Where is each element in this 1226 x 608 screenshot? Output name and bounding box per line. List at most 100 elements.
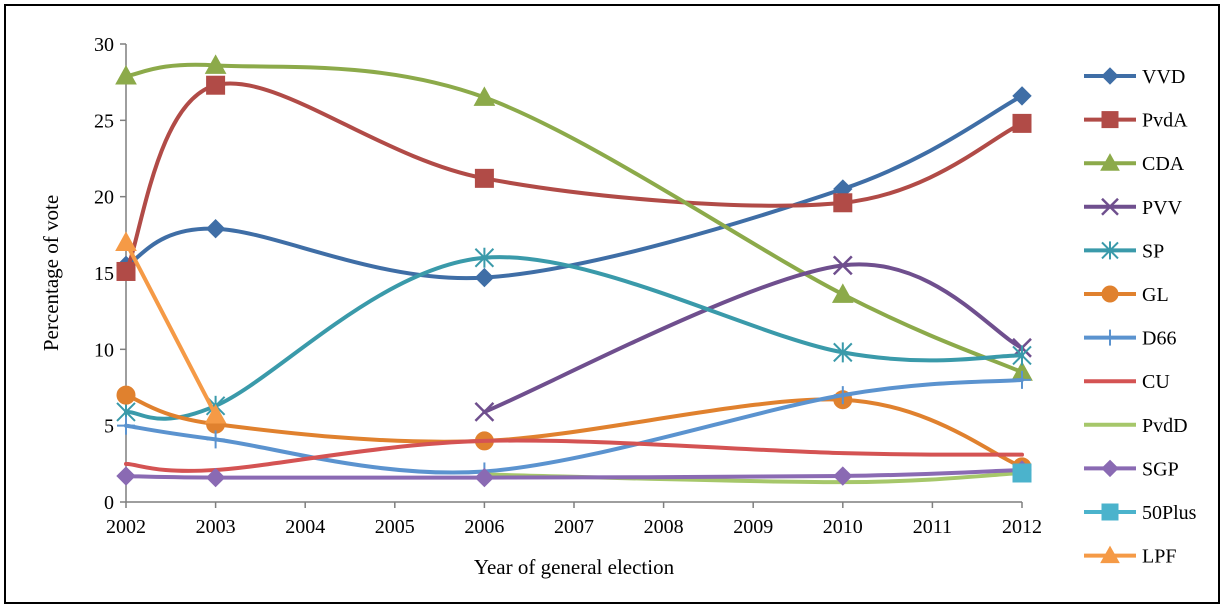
data-point-pvv [474,402,495,422]
legend-label-vvd: VVD [1142,66,1185,88]
legend-marker-sgp [1101,459,1119,478]
legend-marker-gl [1101,285,1119,303]
legend-marker-pvda [1101,111,1119,129]
legend-item-sp: SP [1084,240,1164,262]
legend-marker-d66 [1102,329,1118,346]
data-point-d66 [1013,370,1031,389]
y-tick-label: 5 [104,416,114,438]
data-point-d66 [206,430,225,449]
x-tick-label: 2006 [464,516,504,538]
series-d66 [117,370,1031,481]
legend-label-pvdd: PvdD [1142,415,1188,437]
series-pvda [116,75,1032,281]
data-point-vvd [474,267,495,288]
x-tick-label: 2012 [1002,516,1042,538]
legend-item-cda: CDA [1084,153,1185,175]
legend-marker-sp [1101,241,1119,260]
data-point-cda [831,283,854,303]
series-line-pvv [482,262,1024,414]
y-axis-title: Percentage of vote [39,195,63,351]
x-tick-label: 2005 [375,516,415,538]
data-point-lpf [115,231,137,251]
data-point-pvda [206,75,226,95]
y-tick-label: 0 [104,492,114,514]
legend-label-d66: D66 [1142,328,1176,350]
series-line-cda [124,62,1024,375]
x-tick-label: 2011 [913,516,952,538]
data-point-d66 [117,416,135,435]
data-point-cda [473,86,496,106]
axes: 0 5 10 15 20 25 30 2002 2003 2004 2005 2006 2007 2008… [94,34,1042,538]
legend-marker-pvv [1101,197,1119,216]
legend-label-gl: GL [1142,284,1169,306]
data-point-vvd [205,219,226,239]
data-point-sp [1012,345,1032,366]
legend-item-pvv: PVV [1084,197,1183,219]
data-point-gl [116,385,136,405]
y-tick-label: 30 [94,34,114,56]
y-tick-label: 10 [94,339,114,361]
data-point-pvda [1012,113,1032,133]
data-point-sgp [474,467,495,488]
data-point-50plus [1012,463,1032,483]
series-line-sp [124,255,1024,421]
legend-marker-vvd [1101,67,1119,85]
legend: VVD PvdA CDA PVV SP GL D66 CU PvdD SGP 50Plus LPF [1084,66,1197,568]
data-point-pvda [833,193,853,213]
legend-item-cu: CU [1084,371,1170,393]
legend-label-lpf: LPF [1142,546,1176,568]
y-tick-label: 25 [94,110,114,132]
legend-marker-cda [1100,153,1120,171]
x-tick-label: 2002 [106,516,146,538]
data-point-vvd [1012,86,1032,106]
legend-item-pvda: PvdA [1084,110,1188,132]
x-tick-label: 2009 [733,516,773,538]
y-tick-label: 20 [94,187,114,209]
data-point-cda [115,65,137,85]
series-sp [116,247,1032,422]
plot-area [115,54,1033,488]
x-tick-label: 2004 [285,516,325,538]
legend-item-sgp: SGP [1084,458,1179,480]
legend-item-d66: D66 [1084,328,1176,350]
legend-label-sgp: SGP [1142,458,1179,480]
legend-label-cu: CU [1142,371,1170,393]
legend-item-gl: GL [1084,284,1169,306]
x-tick-label: 2010 [823,516,863,538]
data-point-lpf [204,403,227,424]
data-point-pvda [474,168,494,188]
series-vvd [116,86,1032,288]
series-gl [116,385,1032,477]
legend-marker-lpf [1100,545,1120,564]
legend-item-50plus: 50Plus [1084,502,1197,524]
data-point-d66 [833,386,852,405]
data-point-sp [833,342,853,363]
x-tick-label: 2007 [554,516,594,538]
series-line-lpf [124,240,218,417]
legend-label-sp: SP [1142,240,1164,262]
x-axis-title: Year of general election [474,555,675,579]
series-line-pvda [124,81,1024,274]
chart-frame: 0 5 10 15 20 25 30 2002 2003 2004 2005 2006 2007 2008… [4,4,1220,604]
series-cda [115,54,1033,381]
legend-label-cda: CDA [1142,153,1185,175]
series-cu [124,438,1024,473]
data-point-sgp [205,467,226,488]
series-line-sgp [124,467,1024,480]
legend-label-pvda: PvdA [1142,110,1188,132]
series-lpf [115,231,227,424]
data-point-sgp [116,466,136,486]
line-chart: 0 5 10 15 20 25 30 2002 2003 2004 2005 2006 2007 2008… [39,34,1197,579]
legend-item-vvd: VVD [1084,66,1185,88]
series-pvv [474,255,1032,422]
y-tick-label: 15 [94,263,114,285]
series-50plus [1012,463,1032,483]
data-point-pvv [832,255,853,276]
legend-label-pvv: PVV [1142,197,1183,219]
series-line-vvd [124,93,1024,281]
data-point-sgp [833,466,853,486]
legend-label-50plus: 50Plus [1142,502,1197,524]
data-point-pvda [116,261,136,281]
legend-item-lpf: LPF [1084,545,1176,568]
data-point-cda [204,54,227,74]
